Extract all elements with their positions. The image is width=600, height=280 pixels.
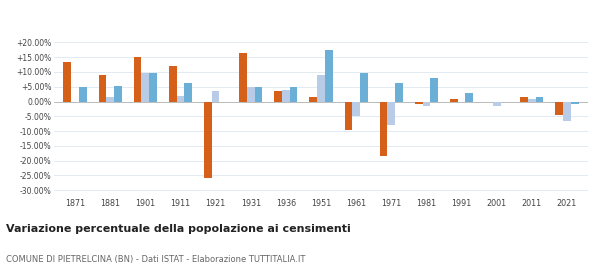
Bar <box>204 102 212 178</box>
Bar <box>64 62 71 102</box>
Bar <box>395 83 403 102</box>
Bar <box>415 102 422 104</box>
Text: COMUNE DI PIETRELCINA (BN) - Dati ISTAT - Elaborazione TUTTITALIA.IT: COMUNE DI PIETRELCINA (BN) - Dati ISTAT … <box>6 255 305 264</box>
Bar <box>493 102 500 106</box>
Bar <box>310 97 317 102</box>
Bar <box>528 99 536 102</box>
Bar <box>239 53 247 102</box>
Bar <box>254 87 262 102</box>
Bar <box>520 97 528 102</box>
Bar <box>317 75 325 102</box>
Bar <box>430 78 438 102</box>
Bar <box>274 91 282 102</box>
Bar <box>176 95 184 102</box>
Bar <box>184 83 192 102</box>
Bar <box>380 102 388 156</box>
Bar <box>169 66 176 102</box>
Bar <box>98 75 106 102</box>
Bar <box>247 87 254 102</box>
Bar <box>212 91 220 102</box>
Bar <box>149 73 157 102</box>
Bar <box>114 86 122 102</box>
Bar <box>344 102 352 130</box>
Bar <box>352 102 360 116</box>
Bar <box>325 50 332 102</box>
Bar <box>422 102 430 106</box>
Bar <box>536 97 544 102</box>
Bar <box>79 87 86 102</box>
Bar <box>466 93 473 102</box>
Bar <box>290 87 298 102</box>
Bar <box>134 57 142 102</box>
Text: Variazione percentuale della popolazione ai censimenti: Variazione percentuale della popolazione… <box>6 224 351 234</box>
Bar <box>106 97 114 102</box>
Bar <box>571 102 578 104</box>
Bar <box>282 90 290 102</box>
Bar <box>556 102 563 115</box>
Bar <box>360 73 368 102</box>
Bar <box>388 102 395 125</box>
Bar <box>563 102 571 121</box>
Bar <box>450 99 458 102</box>
Bar <box>142 73 149 102</box>
